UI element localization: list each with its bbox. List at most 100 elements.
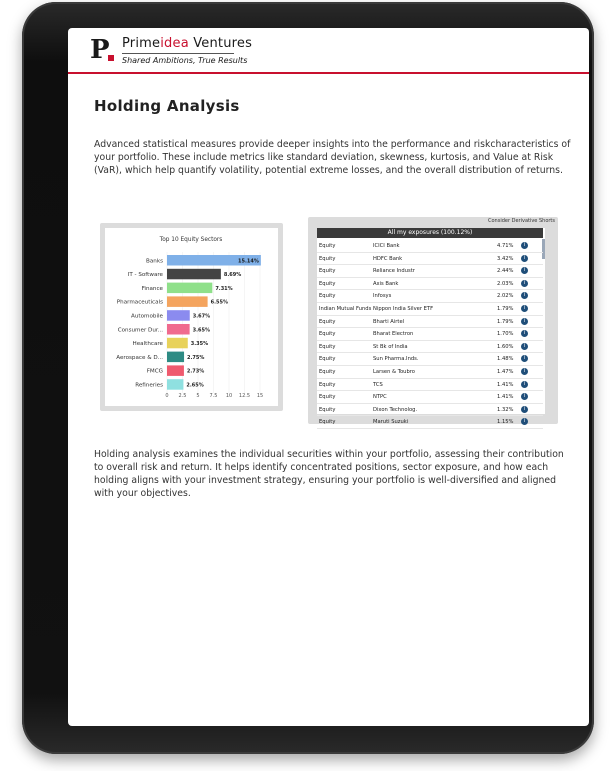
exposure-row[interactable]: Equity Maruti Suzuki 1.15% i bbox=[317, 416, 543, 429]
exposure-row[interactable]: Equity Reliance Industr 2.44% i bbox=[317, 265, 543, 278]
exposures-table: All my exposures (100.12%) Equity ICICI B… bbox=[317, 228, 545, 429]
exposure-percent: 1.41% bbox=[497, 394, 514, 401]
bar-value-label: 2.73% bbox=[187, 369, 204, 375]
exposure-name: Bharat Electron bbox=[373, 331, 414, 338]
exposure-percent: 2.44% bbox=[497, 268, 514, 275]
exposure-row[interactable]: Equity St Bk of India 1.60% i bbox=[317, 341, 543, 354]
sector-bar bbox=[167, 351, 185, 363]
info-icon[interactable]: i bbox=[521, 418, 528, 426]
exposure-type: Equity bbox=[319, 368, 336, 375]
info-icon[interactable]: i bbox=[521, 380, 528, 388]
exposure-type: Indian Mutual Funds bbox=[319, 305, 372, 312]
sector-bar bbox=[167, 268, 221, 280]
logo-letter: P bbox=[90, 35, 110, 65]
info-icon[interactable]: i bbox=[521, 254, 528, 262]
exposure-row[interactable]: Equity Larsen & Toubro 1.47% i bbox=[317, 366, 543, 379]
category-label: FMCG bbox=[147, 369, 163, 375]
sector-bar bbox=[167, 337, 188, 349]
bar-value-label: 8.69% bbox=[224, 272, 241, 278]
info-icon[interactable]: i bbox=[521, 367, 528, 375]
exposure-row[interactable]: Equity Bharti Airtel 1.79% i bbox=[317, 316, 543, 329]
info-icon[interactable]: i bbox=[521, 304, 528, 312]
exposure-type: Equity bbox=[319, 419, 336, 426]
x-tick-label: 10 bbox=[226, 393, 232, 399]
exposure-name: Axis Bank bbox=[373, 280, 399, 287]
sector-bar bbox=[167, 255, 261, 266]
exposure-percent: 1.60% bbox=[497, 343, 514, 350]
sector-bar bbox=[167, 310, 190, 321]
exposure-name: Bharti Airtel bbox=[373, 318, 405, 325]
info-icon[interactable]: i bbox=[521, 317, 528, 325]
info-icon[interactable]: i bbox=[521, 330, 528, 338]
bar-value-label: 2.65% bbox=[186, 382, 203, 388]
exposure-type: Equity bbox=[319, 268, 336, 275]
exposure-row[interactable]: Equity Bharat Electron 1.70% i bbox=[317, 328, 543, 341]
exposure-name: Sun Pharma.Inds. bbox=[373, 356, 419, 363]
info-icon[interactable]: i bbox=[521, 355, 528, 363]
exposure-percent: 1.48% bbox=[497, 356, 514, 363]
exposure-name: NTPC bbox=[373, 394, 387, 401]
info-icon[interactable]: i bbox=[521, 405, 528, 413]
category-label: Finance bbox=[142, 286, 164, 292]
info-icon[interactable]: i bbox=[521, 242, 528, 249]
brand-name-rest: Ventures bbox=[188, 36, 253, 51]
category-label: IT - Software bbox=[128, 272, 164, 278]
x-tick-label: 5 bbox=[196, 393, 199, 399]
exposure-percent: 4.71% bbox=[497, 243, 514, 249]
bar-value-label: 3.65% bbox=[193, 327, 210, 333]
brand-name-prime: Prime bbox=[122, 36, 161, 51]
bar-value-label: 2.75% bbox=[187, 355, 204, 361]
exposure-name: ICICI Bank bbox=[373, 243, 400, 249]
category-label: Refineries bbox=[135, 382, 163, 388]
exposure-name: Reliance Industr bbox=[373, 268, 415, 275]
sector-chart: Top 10 Equity Sectors 0 2.5 5 7.5 10 12.5 15 Ban… bbox=[116, 237, 263, 399]
sector-bar bbox=[167, 365, 184, 376]
intro-paragraph: Advanced statistical measures provide de… bbox=[94, 139, 571, 176]
exposure-row[interactable]: Equity Axis Bank 2.03% i bbox=[317, 278, 543, 291]
sector-bar bbox=[167, 296, 208, 307]
info-icon[interactable]: i bbox=[521, 393, 528, 401]
bar-value-label: 3.67% bbox=[193, 313, 210, 319]
category-label: Banks bbox=[146, 258, 163, 264]
info-icon[interactable]: i bbox=[521, 342, 528, 350]
exposure-name: Maruti Suzuki bbox=[373, 419, 409, 426]
category-label: Aerospace & D... bbox=[116, 355, 163, 361]
exposure-row[interactable]: Equity NTPC 1.41% i bbox=[317, 391, 543, 404]
sector-bar bbox=[167, 324, 190, 335]
exposure-row[interactable]: Equity Infosys 2.02% i bbox=[317, 290, 543, 303]
exposure-name: Dixon Technolog. bbox=[373, 406, 418, 413]
info-icon[interactable]: i bbox=[521, 279, 528, 287]
exposure-percent: 1.32% bbox=[497, 406, 514, 413]
exposure-row[interactable]: Indian Mutual Funds Nippon India Silver E… bbox=[317, 303, 543, 316]
exposure-row[interactable]: Equity Dixon Technolog. 1.32% i bbox=[317, 404, 543, 417]
exposure-name: St Bk of India bbox=[373, 343, 408, 350]
info-icon[interactable]: i bbox=[521, 267, 528, 275]
exposure-percent: 1.47% bbox=[497, 368, 514, 375]
exposure-name: HDFC Bank bbox=[373, 255, 403, 262]
exposure-row[interactable]: Equity Sun Pharma.Inds. 1.48% i bbox=[317, 353, 543, 366]
exposure-percent: 3.42% bbox=[497, 255, 514, 262]
screen: P Primeidea Ventures Shared Ambitions, T… bbox=[68, 28, 589, 726]
x-tick-label: 2.5 bbox=[179, 393, 187, 399]
exposure-percent: 1.79% bbox=[497, 318, 514, 325]
exposure-row[interactable]: Equity ICICI Bank 4.71% i bbox=[317, 240, 543, 253]
derivative-shorts-note: Consider Derivative Shorts bbox=[488, 218, 555, 224]
exposure-row[interactable]: Equity TCS 1.41% i bbox=[317, 379, 543, 392]
exposures-panel: Consider Derivative Shorts All my exposu… bbox=[308, 217, 558, 429]
exposures-rows: Equity ICICI Bank 4.71% i Equity HDFC Bank 3.4… bbox=[317, 240, 543, 429]
category-label: Pharmaceuticals bbox=[117, 300, 163, 306]
chart-title: Top 10 Equity Sectors bbox=[159, 237, 223, 243]
exposure-name: Larsen & Toubro bbox=[373, 368, 415, 375]
exposures-scrollbar[interactable] bbox=[542, 239, 545, 259]
brand-name: Primeidea Ventures bbox=[122, 36, 252, 51]
exposure-type: Equity bbox=[319, 356, 336, 363]
exposure-percent: 2.03% bbox=[497, 280, 514, 287]
holding-paragraph: Holding analysis examines the individual… bbox=[94, 449, 564, 499]
exposure-type: Equity bbox=[319, 255, 336, 262]
exposure-row[interactable]: Equity HDFC Bank 3.42% i bbox=[317, 253, 543, 266]
exposure-percent: 1.15% bbox=[497, 419, 514, 426]
exposure-name: Nippon India Silver ETF bbox=[373, 305, 434, 312]
sector-bar bbox=[167, 282, 213, 294]
sector-chart-panel: Top 10 Equity Sectors 0 2.5 5 7.5 10 12.5 15 Ban… bbox=[100, 223, 283, 411]
info-icon[interactable]: i bbox=[521, 292, 528, 300]
